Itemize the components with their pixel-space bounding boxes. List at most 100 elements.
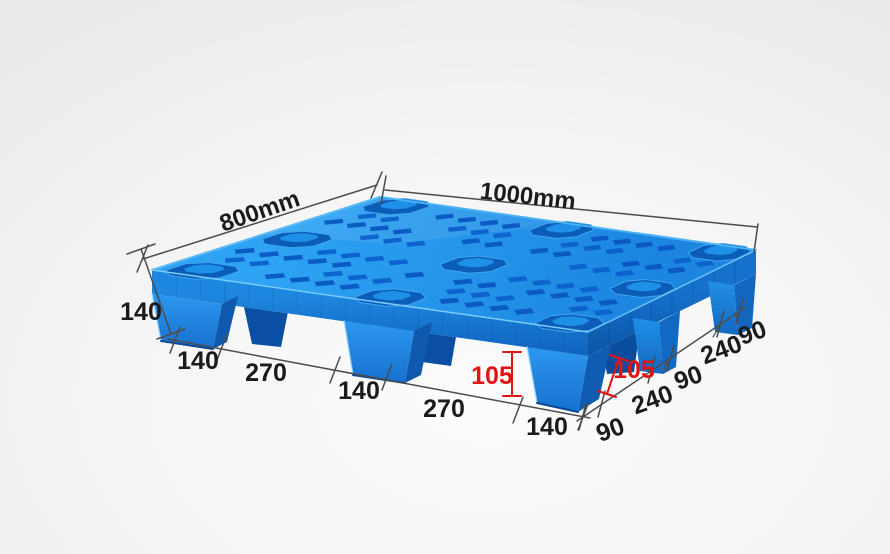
foot-height-line: [606, 357, 620, 395]
deck-hole: [666, 267, 686, 274]
deck-hole: [258, 251, 279, 258]
deck-edge: [587, 249, 757, 333]
deck-hole: [331, 261, 352, 268]
dimension-tick: [169, 326, 181, 354]
deck-hole: [634, 241, 654, 248]
foot-right-middle: [633, 318, 663, 374]
deck-hole: [672, 257, 692, 264]
dim-label-foot-height-right: 105: [613, 356, 655, 384]
dimension-tick: [647, 356, 656, 384]
dimension-tick: [380, 175, 387, 205]
foot-bottom-edge: [160, 340, 214, 350]
dimension-tick: [126, 243, 156, 255]
deck-hole: [494, 295, 516, 302]
deck-hole: [492, 232, 512, 239]
foot-front-corner: [578, 345, 611, 412]
deck-hole: [404, 271, 425, 279]
deck-hole: [695, 260, 715, 268]
deck-hole: [324, 218, 344, 225]
deck-hole: [435, 213, 454, 220]
deck-hole: [657, 244, 676, 252]
deck-hole: [372, 277, 393, 284]
deck-hole: [470, 291, 491, 298]
deck-hole: [568, 263, 588, 271]
deck-hole: [452, 278, 473, 285]
dimension-tick: [666, 344, 675, 372]
foot-highlight: [343, 320, 354, 376]
foot-height-tick: [597, 390, 617, 398]
deck-hole: [383, 237, 403, 244]
dimension-lines: [126, 171, 759, 431]
deck-pocket-inner: [545, 223, 582, 233]
deck-hole: [347, 274, 368, 281]
extension-line: [662, 360, 669, 373]
deck-hole: [560, 241, 580, 248]
dimension-line: [384, 189, 758, 228]
deck-pocket-inner: [380, 200, 417, 210]
deck-hole: [573, 295, 594, 303]
deck-hole: [598, 299, 619, 306]
deck-hole: [470, 228, 490, 236]
deck-hole: [525, 288, 546, 296]
dim-label-1000mm: 1000mm: [479, 178, 578, 216]
deck-hole: [406, 240, 426, 247]
deck-hole: [388, 259, 409, 266]
deck-hole: [224, 256, 245, 263]
deck-pocket-inner: [279, 233, 319, 243]
dim-label-foot-height-left: 105: [471, 362, 513, 390]
dimension-line: [576, 306, 747, 422]
deck-pocket-inner: [625, 281, 662, 292]
deck-hole: [357, 213, 377, 220]
deck-hole: [501, 222, 521, 230]
dimension-tick: [512, 396, 524, 424]
deck-hole: [582, 244, 602, 252]
deck-hole: [593, 308, 614, 316]
dimension-tick: [578, 403, 587, 431]
foot-bottom-edge: [536, 402, 579, 413]
dimension-tick: [370, 171, 383, 199]
deck-hole: [476, 282, 497, 289]
deck-front-face: [152, 270, 588, 356]
deck-hole: [513, 308, 535, 315]
foot-front-middle: [344, 321, 414, 383]
deck-hole: [369, 225, 389, 232]
deck-pocket-inner: [551, 316, 590, 327]
pallet-illustration: [151, 196, 757, 413]
deck-hole: [392, 228, 412, 235]
deck-hole: [621, 260, 641, 268]
deck-hole: [531, 279, 552, 286]
deck-hole: [316, 249, 337, 256]
deck-hole: [463, 301, 485, 308]
deck-hole: [484, 241, 504, 248]
deck-hole: [568, 305, 589, 313]
dim-label-front-seg-2: 140: [338, 377, 380, 405]
foot-left-corner: [213, 296, 238, 349]
deck-hole: [445, 288, 467, 295]
dimension-tick: [381, 363, 393, 391]
deck-hole: [322, 270, 344, 277]
deck-hole: [314, 280, 336, 287]
dim-label-front-seg-4: 140: [526, 413, 568, 441]
dim-label-front-seg-1: 270: [245, 359, 287, 387]
deck-hole: [234, 247, 255, 254]
dimension-line: [142, 184, 378, 260]
foot-height-tick: [609, 354, 629, 362]
dim-label-front-seg-0: 140: [177, 347, 219, 375]
deck-hole: [479, 219, 499, 226]
deck-hole: [249, 260, 270, 267]
dim-label-right-seg-1: 240: [628, 380, 677, 421]
deck-hole: [457, 216, 477, 223]
foot-front-middle: [405, 322, 432, 383]
deck-hole: [507, 276, 528, 283]
deck-pocket-inner: [372, 290, 412, 301]
deck-hole: [591, 266, 611, 274]
foot-front-corner: [527, 347, 588, 412]
deck-hole: [283, 254, 304, 261]
deck-hole: [461, 238, 481, 245]
deck-hole: [264, 273, 286, 280]
dimension-tick: [329, 356, 341, 384]
dimension-tick: [156, 328, 186, 340]
deck-pocket-inner: [184, 264, 225, 274]
deck-edge: [379, 196, 757, 251]
